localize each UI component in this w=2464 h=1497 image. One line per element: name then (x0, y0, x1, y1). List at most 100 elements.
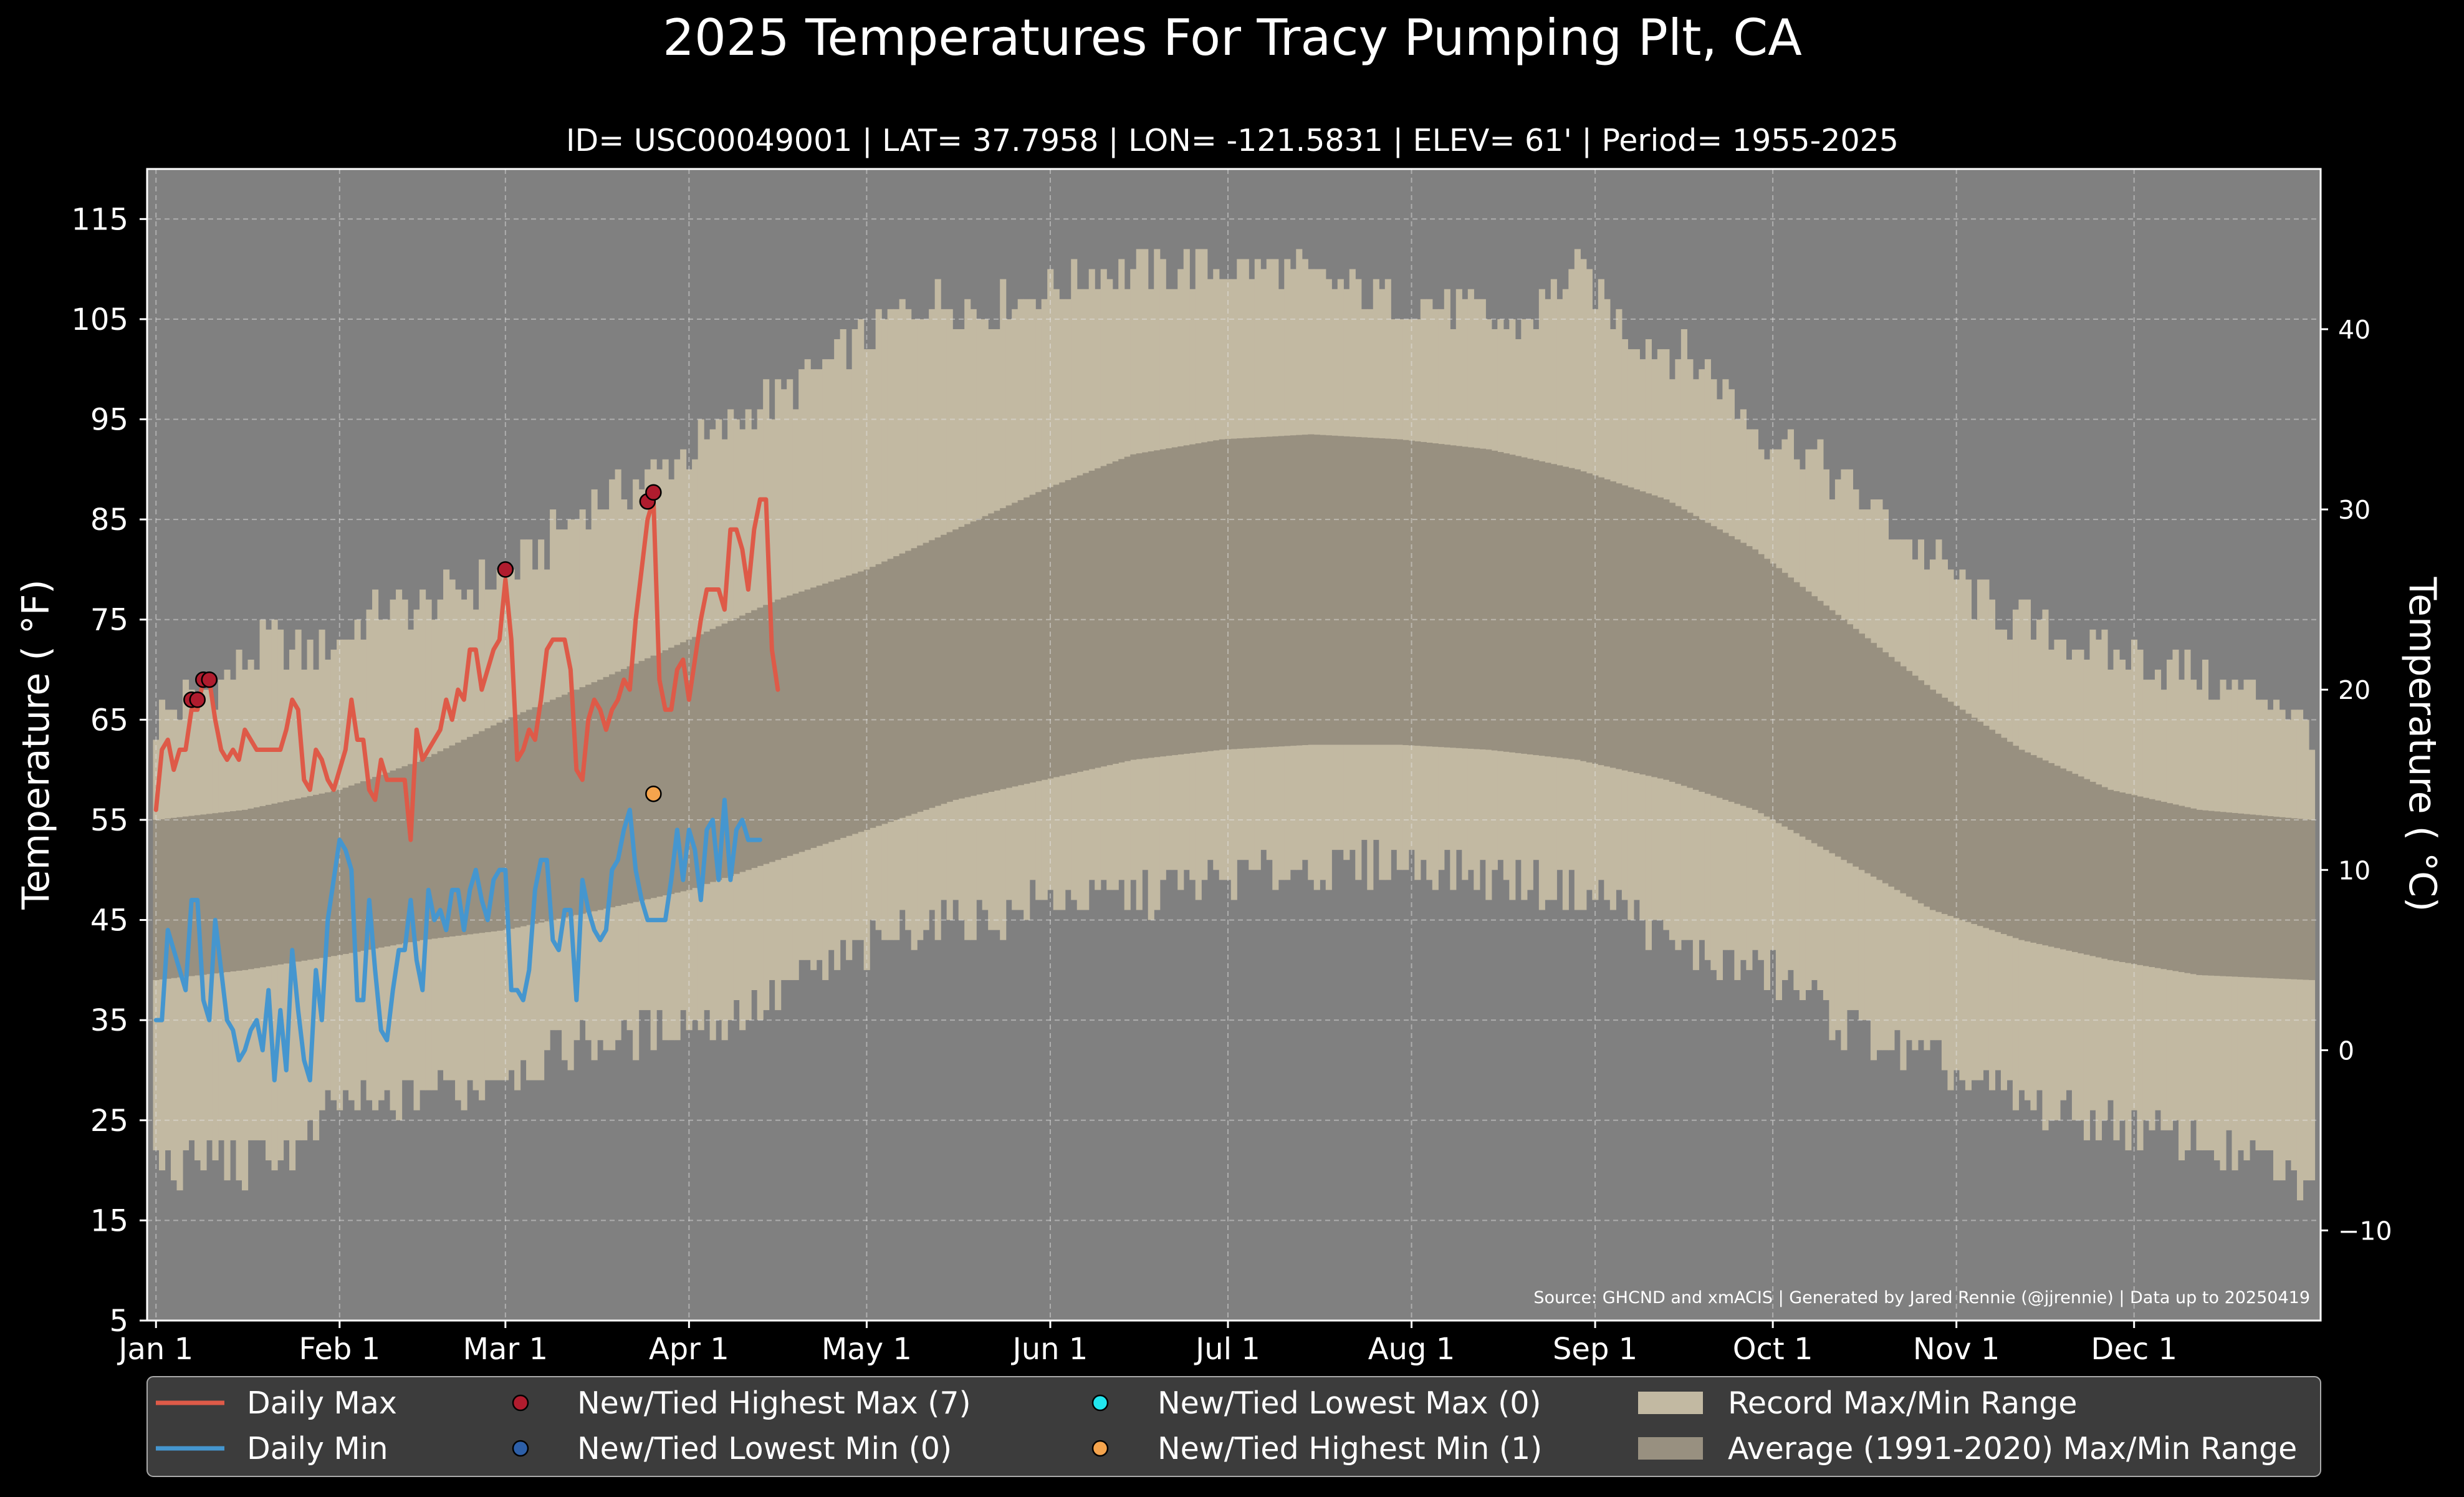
normal-range-bar (1675, 506, 1682, 784)
normal-range-bar (1580, 471, 1587, 761)
normal-range-bar (1023, 497, 1030, 784)
normal-range-bar (585, 685, 592, 913)
normal-range-bar (212, 813, 219, 974)
normal-range-bar (1159, 449, 1166, 757)
normal-range-bar (2042, 760, 2049, 946)
normal-range-bar (1402, 440, 1409, 746)
normal-range-bar (1574, 469, 1581, 760)
normal-range-bar (567, 692, 574, 917)
y-right-tick-label: 40 (2338, 315, 2371, 345)
normal-range-bar (354, 783, 361, 952)
normal-range-bar (2184, 807, 2191, 973)
normal-range-bar (1687, 513, 1694, 788)
normal-range-bar (970, 521, 977, 796)
record-markers (183, 484, 662, 802)
normal-range-bar (2125, 794, 2132, 963)
legend-dot-swatch (512, 1440, 529, 1457)
normal-range-bar (917, 545, 924, 812)
x-tick-label: Jan 1 (117, 1332, 193, 1367)
normal-range-bar (1308, 434, 1315, 745)
normal-range-bar (1592, 475, 1599, 764)
normal-range-bar (2261, 816, 2268, 978)
normal-range-bar (1391, 439, 1397, 745)
normal-range-bar (1331, 435, 1338, 745)
normal-range-bar (313, 794, 320, 959)
source-note: Source: GHCND and xmACIS | Generated by … (1533, 1288, 2310, 1307)
normal-range-bar (1787, 577, 1794, 830)
normal-range-bar (1699, 519, 1705, 792)
legend-label: Daily Max (247, 1385, 397, 1421)
normal-range-bar (958, 526, 965, 799)
normal-range-bar (1142, 452, 1149, 759)
normal-range-bar (911, 548, 918, 814)
normal-range-bar (1124, 456, 1131, 761)
normal-range-bar (1242, 438, 1249, 749)
legend-label: New/Tied Highest Min (1) (1158, 1431, 1542, 1466)
y-right-tick-label: −10 (2338, 1216, 2392, 1246)
normal-range-bar (1000, 508, 1007, 789)
normal-range-bar (1770, 563, 1776, 820)
normal-range-bar (1793, 582, 1800, 834)
x-tick-label: Feb 1 (299, 1332, 380, 1367)
normal-range-bar (2220, 812, 2227, 976)
normal-range-bar (1521, 457, 1528, 754)
normal-range-bar (680, 642, 687, 892)
normal-range-bar (1343, 436, 1350, 745)
normal-range-bar (597, 680, 604, 910)
normal-range-bar (1834, 615, 1841, 857)
normal-range-bar (1651, 495, 1658, 777)
normal-range-bar (319, 793, 325, 958)
normal-range-bar (1083, 473, 1090, 771)
y-tick-label: 55 (90, 803, 128, 838)
normal-range-bar (1219, 439, 1225, 750)
normal-range-bar (804, 589, 811, 850)
y-tick-label: 75 (90, 603, 128, 638)
normal-range-bar (828, 581, 835, 842)
x-tick-label: Jun 1 (1011, 1332, 1088, 1367)
new-high-min-marker (645, 785, 662, 802)
normal-range-bar (1746, 546, 1753, 808)
normal-range-bar (1444, 445, 1450, 748)
normal-range-bar (259, 806, 266, 968)
normal-range-bar (266, 804, 272, 966)
normal-range-bar (2054, 766, 2061, 948)
normal-range-bar (472, 734, 479, 934)
left-y-axis: 5 15 25 35 45 55 65 75 85 95 105 115 (71, 202, 147, 1339)
x-tick-label: Aug 1 (1368, 1332, 1455, 1367)
y-tick-label: 5 (109, 1304, 128, 1339)
normal-range-bar (1260, 436, 1267, 748)
normal-range-bar (2202, 810, 2209, 976)
normal-range-bar (2249, 814, 2256, 978)
normal-range-bar (626, 666, 633, 903)
normal-range-bar (2190, 808, 2197, 975)
y-tick-label: 25 (90, 1104, 128, 1138)
normal-range-bar (254, 807, 261, 968)
normal-range-bar (1373, 438, 1379, 745)
x-tick-label: Apr 1 (649, 1332, 729, 1367)
normal-range-bar (1284, 435, 1291, 746)
normal-range-bar (1379, 438, 1386, 745)
normal-range-bar (1556, 465, 1563, 758)
y-tick-label: 65 (90, 703, 128, 738)
normal-range-bar (1438, 444, 1445, 748)
normal-range-bar (1266, 436, 1273, 748)
chart-subtitle: ID= USC00049001 | LAT= 37.7958 | LON= -1… (566, 123, 1899, 158)
normal-range-bar (538, 705, 545, 923)
normal-range-bar (520, 712, 527, 927)
normal-range-bar (484, 728, 491, 933)
normal-range-bar (1604, 479, 1611, 767)
legend-patch-swatch (1638, 1437, 1703, 1460)
new-high-max-marker (189, 691, 206, 708)
normal-range-bar (615, 671, 621, 907)
normal-range-bar (1894, 662, 1901, 890)
normal-range-bar (2237, 813, 2245, 977)
normal-range-bar (437, 751, 444, 938)
normal-range-bar (1811, 596, 1818, 844)
normal-range-bar (467, 736, 474, 935)
normal-range-bar (1041, 489, 1048, 780)
normal-range-bar (1959, 710, 1966, 920)
normal-range-bar (1213, 440, 1220, 751)
normal-range-bar (2154, 800, 2162, 968)
normal-range-bar (1408, 440, 1415, 746)
normal-range-bar (2296, 819, 2304, 980)
